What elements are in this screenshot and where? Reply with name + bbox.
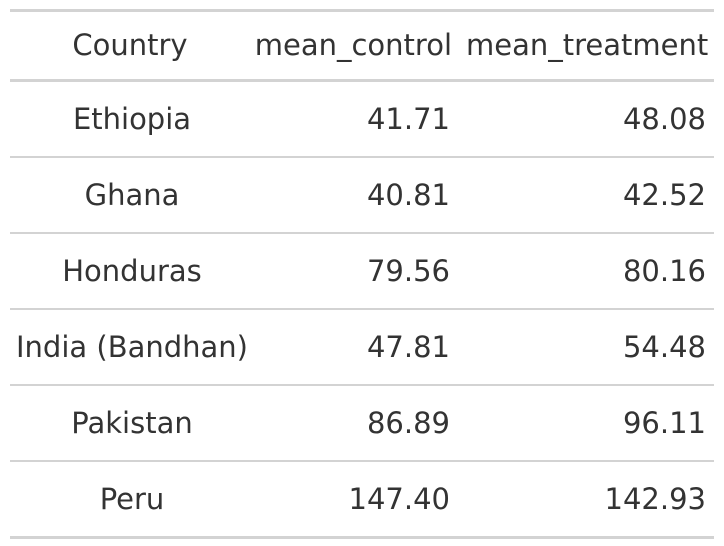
column-header-country: Country: [10, 10, 250, 82]
cell-mean-control: 86.89: [250, 384, 458, 461]
cell-mean-control: 147.40: [250, 460, 458, 538]
cell-mean-treatment: 142.93: [458, 460, 714, 538]
table-row: Pakistan 86.89 96.11: [10, 384, 714, 461]
cell-country: Honduras: [10, 232, 250, 309]
data-table: Country mean_control mean_treatment Ethi…: [10, 9, 714, 539]
table-header: Country mean_control mean_treatment: [10, 10, 714, 82]
cell-country: Ghana: [10, 156, 250, 233]
table-row: Ghana 40.81 42.52: [10, 156, 714, 233]
cell-mean-control: 41.71: [366, 101, 450, 136]
column-header-mean-treatment: mean_treatment: [458, 10, 714, 82]
table-row: Ethiopia 41.71 48.08: [10, 81, 714, 158]
cell-mean-treatment: 80.16: [458, 232, 714, 309]
table-row: India (Bandhan) 47.81 54.48: [10, 308, 714, 385]
cell-country: Pakistan: [10, 384, 250, 461]
cell-mean-control: 79.56: [250, 232, 458, 309]
data-table-container: Country mean_control mean_treatment Ethi…: [10, 9, 714, 539]
cell-country: Peru: [10, 460, 250, 538]
cell-mean-treatment: 48.08: [622, 101, 706, 136]
cell-mean-control: 40.81: [250, 156, 458, 233]
cell-country: India (Bandhan): [10, 308, 250, 385]
cell-mean-control: 47.81: [250, 308, 458, 385]
table-row: Peru 147.40 142.93: [10, 460, 714, 538]
cell-mean-treatment: 96.11: [458, 384, 714, 461]
table-body: Ethiopia 41.71 48.08 Ghana 40.81 42.52 H…: [10, 81, 714, 538]
column-header-mean-control: mean_control: [250, 10, 458, 82]
table-row: Honduras 79.56 80.16: [10, 232, 714, 309]
cell-mean-treatment: 54.48: [458, 308, 714, 385]
cell-mean-treatment: 42.52: [458, 156, 714, 233]
cell-country: Ethiopia: [72, 101, 192, 136]
header-row: Country mean_control mean_treatment: [10, 10, 714, 82]
